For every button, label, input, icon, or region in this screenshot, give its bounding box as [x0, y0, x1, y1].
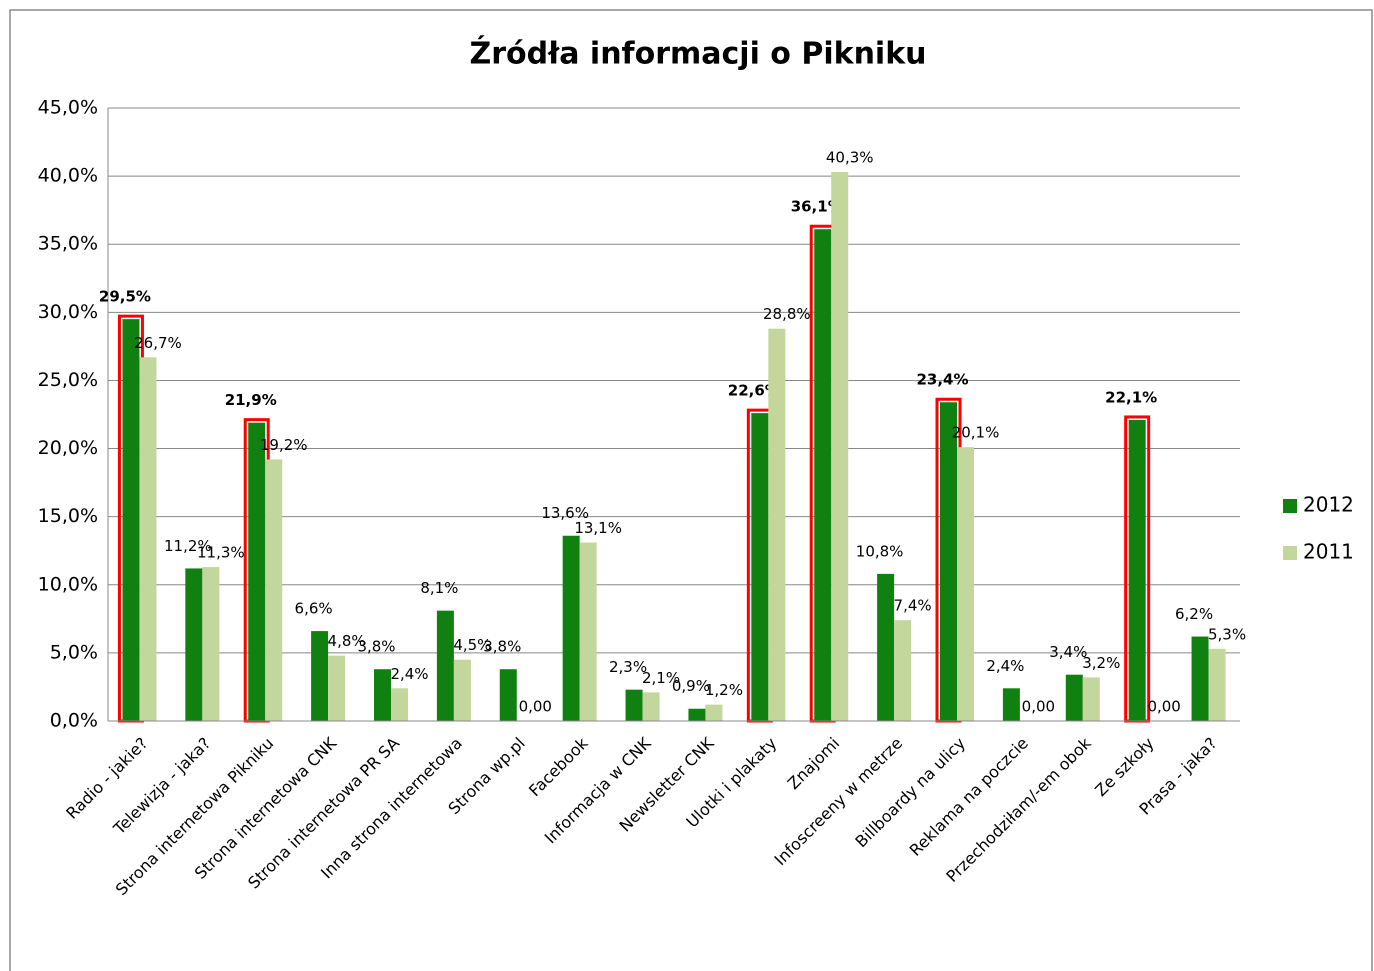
data-label: 2,1%: [642, 669, 680, 687]
bar: [1002, 688, 1020, 721]
data-label: 11,2%: [164, 537, 212, 555]
data-label: 22,6%: [728, 382, 780, 400]
bar: [139, 357, 157, 721]
bar: [894, 620, 912, 721]
legend-label: 2012: [1303, 493, 1354, 517]
data-label: 2,3%: [609, 658, 647, 676]
bar: [688, 708, 706, 721]
data-label: 3,8%: [357, 638, 395, 656]
y-tick-label: 35,0%: [38, 233, 98, 255]
bar: [374, 669, 391, 721]
bar: [877, 573, 895, 721]
y-tick-label: 0,0%: [50, 710, 98, 732]
data-label: 6,6%: [295, 600, 333, 618]
legend-swatch: [1283, 546, 1297, 560]
bar: [391, 688, 408, 721]
y-tick-label: 45,0%: [38, 97, 98, 119]
data-label: 22,1%: [1105, 388, 1157, 406]
bar: [562, 535, 580, 721]
y-tick-label: 30,0%: [38, 301, 98, 323]
data-label: 6,2%: [1175, 605, 1213, 623]
bar: [328, 655, 346, 721]
bar: [122, 319, 140, 721]
y-tick-label: 20,0%: [38, 437, 98, 459]
bar: [1065, 674, 1083, 721]
data-label: 3,8%: [483, 638, 521, 656]
data-label: 20,1%: [952, 424, 1000, 442]
bar: [311, 631, 329, 721]
bar: [185, 568, 203, 721]
data-label: 0,9%: [672, 677, 710, 695]
bar: [248, 422, 266, 721]
bar: [202, 567, 220, 721]
bar: [499, 669, 517, 721]
data-label: 36,1%: [791, 198, 843, 216]
data-label: 10,8%: [856, 542, 904, 560]
data-label: 4,8%: [328, 632, 366, 650]
data-label: 7,4%: [894, 597, 932, 615]
bar: [831, 172, 849, 722]
data-label: 2,4%: [390, 665, 428, 683]
bar: [940, 402, 957, 721]
bar: [1128, 419, 1146, 721]
bar: [453, 659, 471, 721]
data-label: 29,5%: [99, 288, 151, 306]
y-tick-label: 5,0%: [50, 641, 98, 663]
bar: [579, 542, 597, 721]
bar: [957, 447, 974, 721]
y-tick-label: 15,0%: [38, 505, 98, 527]
data-label: 5,3%: [1208, 625, 1246, 643]
data-label: 23,4%: [916, 371, 968, 389]
bar: [751, 413, 769, 721]
y-tick-label: 10,0%: [38, 573, 98, 595]
data-label: 3,2%: [1082, 654, 1120, 672]
data-label: 8,1%: [420, 579, 458, 597]
legend-label: 2011: [1303, 540, 1354, 564]
data-label: 1,2%: [705, 681, 743, 699]
bar: [265, 459, 283, 721]
data-label: 3,4%: [1049, 643, 1087, 661]
bar: [436, 610, 454, 721]
bar: [705, 704, 723, 721]
bar: [1208, 648, 1226, 721]
chart-title: Źródła informacji o Pikniku: [469, 36, 926, 72]
data-label: 0,00: [1022, 698, 1055, 716]
data-label: 2,4%: [986, 657, 1024, 675]
data-label: 28,8%: [763, 305, 811, 323]
y-tick-label: 25,0%: [38, 369, 98, 391]
data-label: 0,00: [1147, 698, 1180, 716]
y-tick-label: 40,0%: [38, 165, 98, 187]
legend-swatch: [1283, 499, 1297, 513]
bar: [1191, 636, 1209, 721]
data-label: 19,2%: [260, 436, 308, 454]
data-label: 11,3%: [197, 544, 245, 562]
data-label: 0,00: [519, 698, 552, 716]
bar: [768, 328, 786, 721]
bar: [642, 692, 660, 721]
data-label: 4,5%: [453, 636, 491, 654]
data-label: 13,6%: [541, 504, 589, 522]
bar: [625, 689, 643, 721]
data-label: 26,7%: [134, 334, 182, 352]
bar: [814, 229, 832, 721]
data-label: 21,9%: [225, 391, 277, 409]
bar: [1082, 677, 1100, 721]
data-label: 40,3%: [826, 149, 874, 167]
data-label: 13,1%: [574, 519, 622, 537]
